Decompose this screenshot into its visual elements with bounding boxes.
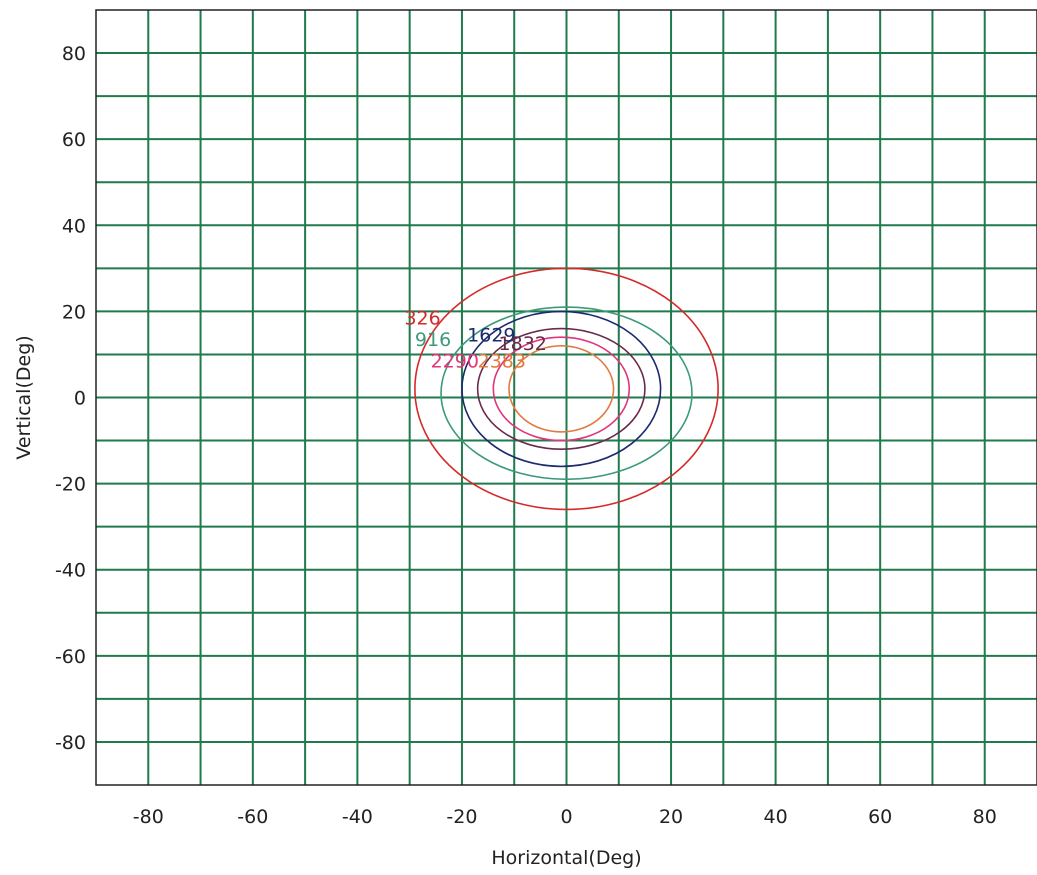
y-tick-label: -20 bbox=[55, 474, 86, 496]
contour-label-2290: 2290 bbox=[431, 350, 479, 372]
y-tick-label: -80 bbox=[55, 732, 86, 754]
y-tick-labels: 80 60 40 20 0 -20 -40 -60 -80 bbox=[55, 43, 86, 754]
y-tick-label: 40 bbox=[62, 215, 86, 237]
contour-label-916: 916 bbox=[415, 329, 451, 351]
contour-label-1629: 1629 bbox=[467, 325, 515, 347]
contour-2383 bbox=[508, 345, 615, 433]
x-tick-label: 60 bbox=[868, 806, 892, 828]
grid bbox=[96, 10, 1037, 785]
y-tick-label: -60 bbox=[55, 646, 86, 668]
contour-326 bbox=[414, 267, 719, 511]
contour-label-2383: 2383 bbox=[478, 350, 526, 372]
contour-2290 bbox=[492, 336, 631, 442]
x-tick-label: 80 bbox=[973, 806, 997, 828]
x-tick-label: -20 bbox=[446, 806, 477, 828]
x-tick-label: 20 bbox=[659, 806, 683, 828]
y-tick-label: 0 bbox=[74, 388, 86, 410]
x-tick-label: -60 bbox=[237, 806, 268, 828]
contour-lines bbox=[414, 267, 719, 511]
plot-frame bbox=[95, 9, 1037, 786]
contour-916 bbox=[440, 306, 693, 481]
x-axis-title: Horizontal(Deg) bbox=[491, 847, 641, 869]
x-tick-label: 40 bbox=[764, 806, 788, 828]
y-tick-label: 20 bbox=[62, 301, 86, 323]
y-axis-title: Vertical(Deg) bbox=[13, 335, 35, 459]
y-tick-label: -40 bbox=[55, 560, 86, 582]
contour-label-1832: 1832 bbox=[499, 333, 547, 355]
contour-1832 bbox=[476, 327, 646, 450]
contour-1629 bbox=[461, 310, 662, 468]
x-tick-label: -40 bbox=[342, 806, 373, 828]
y-tick-label: 60 bbox=[62, 129, 86, 151]
y-tick-label: 80 bbox=[62, 43, 86, 65]
contour-label-326: 326 bbox=[404, 307, 440, 329]
x-tick-label: -80 bbox=[133, 806, 164, 828]
x-tick-label: 0 bbox=[560, 806, 572, 828]
x-tick-labels: -80 -60 -40 -20 0 20 40 60 80 bbox=[133, 806, 997, 828]
